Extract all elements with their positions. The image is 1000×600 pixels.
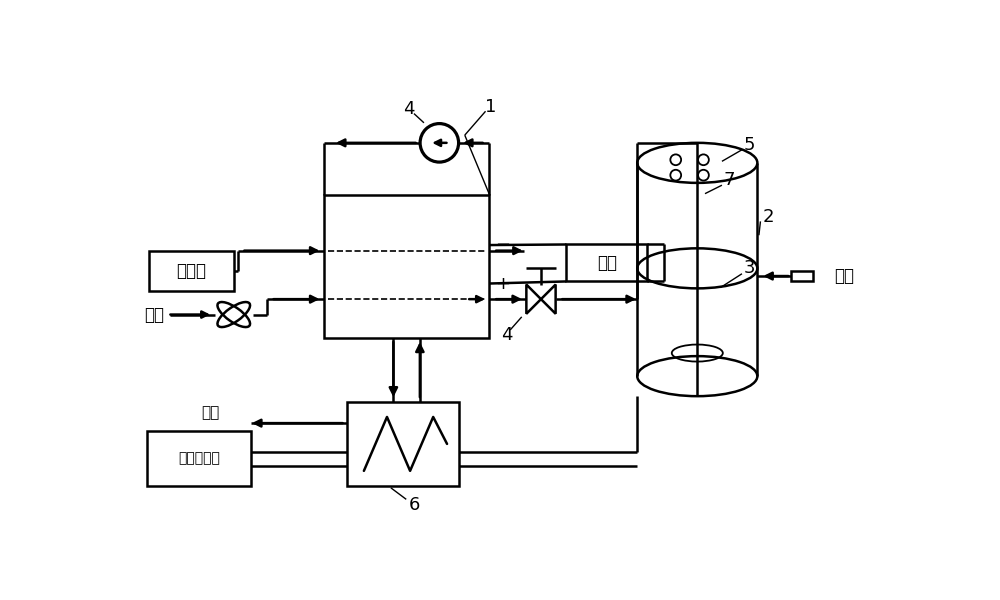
Text: 4: 4 xyxy=(501,326,512,344)
Text: 热水: 热水 xyxy=(201,406,219,421)
Text: 热水需求端: 热水需求端 xyxy=(178,452,220,466)
Bar xyxy=(347,401,459,486)
Text: 5: 5 xyxy=(744,136,755,154)
Bar xyxy=(324,195,489,338)
Text: 负载: 负载 xyxy=(597,254,617,272)
Bar xyxy=(149,251,234,292)
Bar xyxy=(566,244,647,281)
Bar xyxy=(791,271,813,281)
Text: 1: 1 xyxy=(485,98,497,116)
Text: 空气: 空气 xyxy=(144,305,164,323)
Text: 7: 7 xyxy=(724,171,735,189)
Text: +: + xyxy=(495,275,510,293)
Text: −: − xyxy=(495,236,510,254)
Text: 2: 2 xyxy=(762,208,774,226)
Text: 冷水: 冷水 xyxy=(834,267,854,285)
Text: 氢气罐: 氢气罐 xyxy=(176,262,206,280)
Text: 4: 4 xyxy=(403,100,414,118)
Text: 3: 3 xyxy=(744,259,755,277)
Bar xyxy=(147,431,251,486)
Text: 6: 6 xyxy=(408,496,420,514)
